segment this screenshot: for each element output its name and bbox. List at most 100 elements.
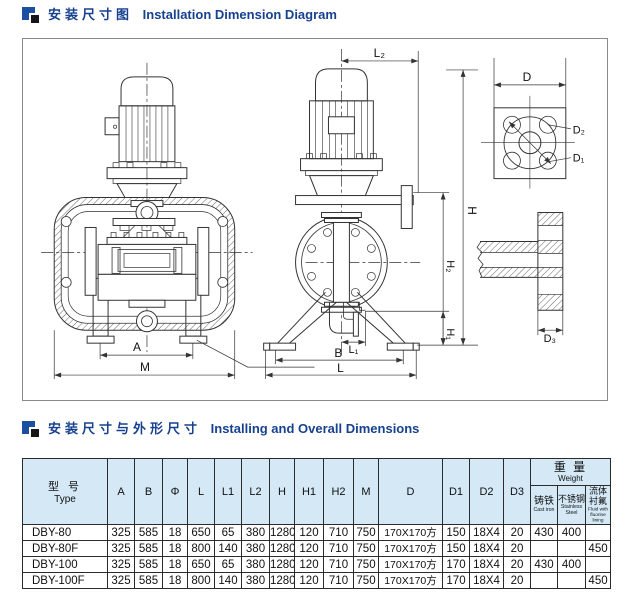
value-cell [557,572,586,589]
value-cell: 750 [353,572,379,589]
value-cell: 20 [503,556,531,573]
value-cell: 750 [353,540,379,557]
table-body: DBY-80 325 585 18 650 65 380 1280 120 710 750 170X1… [22,524,612,589]
col-header-H2: H2 [323,458,354,525]
table-row: DBY-80F 325 585 18 800 140 380 1280 120 710 750 170… [22,540,612,557]
value-cell: 450 [584,540,612,557]
dim-label-D: D [523,70,532,84]
front-view: A M [41,62,315,380]
value-cell [557,540,586,557]
col-header-L2: L2 [241,458,270,525]
value-cell: 585 [134,556,163,573]
value-cell: 18X4 [469,524,504,541]
value-cell: 430 [530,556,558,573]
value-cell: 325 [107,524,135,541]
value-cell: 585 [134,572,163,589]
value-cell: 18X4 [469,572,504,589]
value-cell: 585 [134,524,163,541]
weight-header-zh: 重 量 [553,460,588,474]
value-cell: 65 [214,524,242,541]
value-cell: 1280 [269,556,295,573]
table-row: DBY-100F 325 585 18 800 140 380 1280 120 710 750 17… [22,572,612,589]
dim-label-L1: L₁ [348,344,358,356]
col-header-A: A [107,458,135,525]
dim-label-H1: H₁ [444,328,456,340]
value-cell: 325 [107,572,135,589]
dim-label-D1: D₁ [573,153,585,165]
value-cell: 18X4 [469,556,504,573]
value-cell: 65 [214,556,242,573]
pipe-section-view: D₃ [476,212,564,345]
col-header-type-zh: 型 号 [47,481,83,493]
section-header-dimensions-table: 安装尺寸与外形尺寸 Installing and Overall Dimensi… [22,420,419,438]
value-cell: 1280 [269,540,295,557]
value-cell: 18 [162,540,188,557]
dim-label-H: H [465,206,479,215]
col-header-D2: D2 [469,458,504,525]
section-title: 安装尺寸与外形尺寸 Installing and Overall Dimensi… [48,420,419,438]
col-header-D1: D1 [442,458,470,525]
value-cell: 120 [294,524,324,541]
section-title: 安装尺寸图 Installation Dimension Diagram [48,6,337,24]
brand-logo-icon [22,7,40,23]
value-cell [530,572,558,589]
pump-dimension-drawing: A M [41,46,585,380]
col-header-weight-group: 重 量 Weight [529,458,612,486]
value-cell: 150 [442,524,470,541]
table-row: DBY-80 325 585 18 650 65 380 1280 120 710 750 170X1… [22,524,612,541]
dim-label-M: M [140,360,150,374]
value-cell: 170X170方 [378,540,443,557]
value-cell: 710 [323,524,354,541]
value-cell: 710 [323,540,354,557]
value-cell: 18X4 [469,540,504,557]
col-header-cast-iron: 铸铁 Cast iron [530,485,558,525]
model-type-cell: DBY-80 [22,524,108,541]
value-cell: 450 [584,572,612,589]
model-type-cell: DBY-80F [22,540,108,557]
dim-label-D2: D₂ [573,125,585,137]
value-cell [584,556,612,573]
value-cell: 20 [503,524,531,541]
value-cell: 650 [187,524,215,541]
col-header-phi: Φ [162,458,188,525]
value-cell: 400 [557,556,586,573]
col-header-H: H [269,458,295,525]
brand-logo-icon [22,421,40,437]
value-cell: 20 [503,572,531,589]
table-header: 型 号 Type A B Φ L L1 L2 H H1 H2 M D D1 D2… [22,458,612,525]
section-title-zh: 安装尺寸与外形尺寸 [48,421,202,436]
value-cell: 18 [162,556,188,573]
value-cell [584,524,612,541]
value-cell: 1280 [269,524,295,541]
value-cell: 170 [442,556,470,573]
col-header-stainless-steel: 不锈钢 Stainless Steel [557,485,586,525]
value-cell: 710 [323,572,354,589]
value-cell: 170X170方 [378,524,443,541]
model-type-cell: DBY-100 [22,556,108,573]
side-view: L₂ H H₂ H₁ L₁ B L [263,46,479,380]
section-title-en: Installation Dimension Diagram [142,7,337,22]
value-cell: 325 [107,540,135,557]
value-cell: 140 [214,572,242,589]
value-cell: 430 [530,524,558,541]
col-header-H1: H1 [294,458,324,525]
col-header-L1: L1 [214,458,242,525]
col-header-type-en: Type [54,494,76,505]
col-header-fluorine-lining: 流体衬氟 Fluid with fluorine lining [584,485,612,525]
value-cell: 170X170方 [378,572,443,589]
flange-view: D D₂ D₁ [481,57,585,189]
col-header-D3: D3 [503,458,531,525]
dim-label-L: L [337,361,344,375]
value-cell: 800 [187,540,215,557]
value-cell: 120 [294,572,324,589]
value-cell: 750 [353,524,379,541]
value-cell: 170 [442,572,470,589]
section-header-installation: 安装尺寸图 Installation Dimension Diagram [22,6,337,24]
weight-header-en: Weight [558,474,583,483]
value-cell: 20 [503,540,531,557]
value-cell: 750 [353,556,379,573]
col-header-B: B [134,458,163,525]
value-cell: 150 [442,540,470,557]
table-row: DBY-100 325 585 18 650 65 380 1280 120 710 750 170X… [22,556,612,573]
